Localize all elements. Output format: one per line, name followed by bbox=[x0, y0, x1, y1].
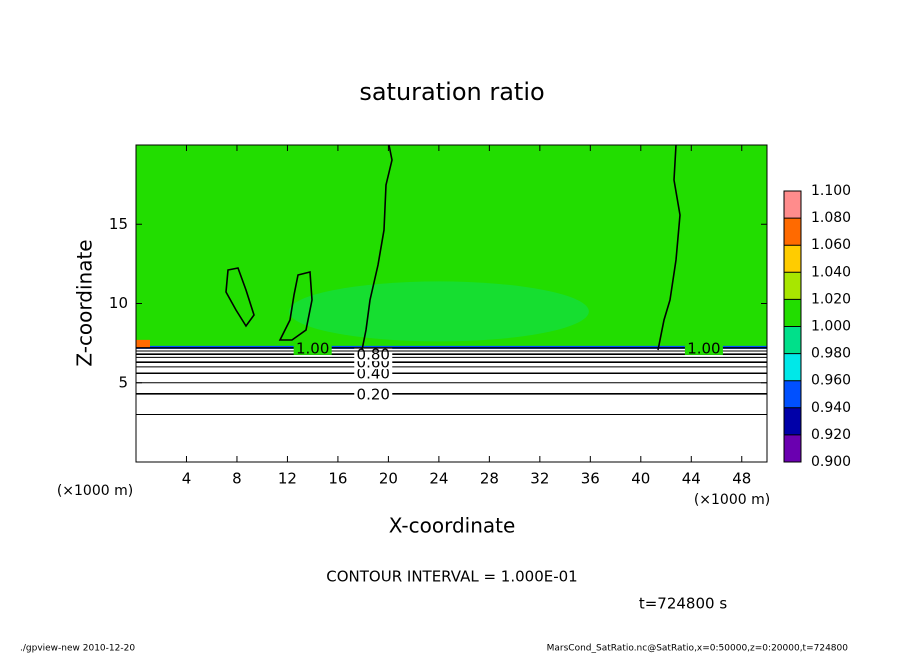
x-tick-label: 8 bbox=[232, 470, 242, 488]
contour-label: 0.20 bbox=[357, 385, 390, 403]
colorbar-label: 1.100 bbox=[811, 183, 851, 199]
colorbar-label: 0.980 bbox=[811, 346, 851, 362]
shaded-region bbox=[136, 339, 150, 348]
colorbar-label: 1.040 bbox=[811, 264, 851, 280]
shaded-region bbox=[288, 281, 589, 342]
colorbar-bin bbox=[784, 299, 801, 327]
x-tick-label: 48 bbox=[732, 470, 751, 488]
contour-label-bg bbox=[354, 366, 393, 381]
colorbar-bin bbox=[784, 380, 801, 408]
contour-interval: CONTOUR INTERVAL = 1.000E-01 bbox=[326, 568, 577, 586]
colorbar-label: 1.080 bbox=[811, 210, 851, 226]
contour-label-bg bbox=[684, 340, 723, 355]
colorbar-bin bbox=[784, 245, 801, 273]
colorbar-bin bbox=[784, 353, 801, 381]
y-axis-label: Z-coordinate bbox=[73, 239, 97, 366]
time-label: t=724800 s bbox=[639, 595, 727, 613]
x-tick-label: 24 bbox=[429, 470, 448, 488]
colorbar-label: 0.940 bbox=[811, 400, 851, 416]
contour-label: 0.80 bbox=[357, 346, 390, 364]
contour-line bbox=[225, 267, 255, 328]
colorbar-label: 0.920 bbox=[811, 427, 851, 443]
contour-label: 0.40 bbox=[357, 365, 390, 383]
colorbar-label: 1.000 bbox=[811, 319, 851, 335]
x-unit: (×1000 m) bbox=[694, 492, 770, 508]
x-tick-label: 16 bbox=[328, 470, 347, 488]
contour-label: 1.00 bbox=[296, 339, 329, 357]
contour-label-bg bbox=[293, 340, 332, 355]
x-tick-label: 28 bbox=[480, 470, 499, 488]
x-tick-label: 20 bbox=[379, 470, 398, 488]
contour-line bbox=[361, 144, 393, 351]
footer-left: ./gpview-new 2010-12-20 bbox=[20, 644, 135, 654]
x-tick-label: 12 bbox=[278, 470, 297, 488]
x-tick-label: 32 bbox=[530, 470, 549, 488]
y-unit: (×1000 m) bbox=[57, 483, 133, 499]
contour-line bbox=[278, 270, 313, 341]
x-tick-label: 36 bbox=[581, 470, 600, 488]
x-axis-label: X-coordinate bbox=[389, 514, 516, 538]
colorbar-label: 0.900 bbox=[811, 454, 851, 470]
colorbar-bin bbox=[784, 407, 801, 435]
y-tick-label: 15 bbox=[109, 215, 128, 233]
contour-label-bg bbox=[354, 386, 393, 401]
contour-label: 1.00 bbox=[687, 339, 720, 357]
colorbar-label: 0.960 bbox=[811, 373, 851, 389]
x-tick-label: 44 bbox=[682, 470, 701, 488]
chart-title: saturation ratio bbox=[359, 78, 544, 106]
x-tick-label: 4 bbox=[182, 470, 192, 488]
colorbar-label: 1.020 bbox=[811, 291, 851, 307]
shaded-region bbox=[136, 145, 767, 348]
contour-line bbox=[657, 144, 681, 351]
colorbar-bin bbox=[784, 434, 801, 462]
colorbar-bin bbox=[784, 191, 801, 219]
footer-right: MarsCond_SatRatio.nc@SatRatio,x=0:50000,… bbox=[547, 644, 849, 654]
colorbar-bin bbox=[784, 218, 801, 246]
y-tick-label: 10 bbox=[109, 294, 128, 312]
colorbar-bin bbox=[784, 272, 801, 300]
x-tick-label: 40 bbox=[631, 470, 650, 488]
colorbar-bin bbox=[784, 326, 801, 354]
y-tick-label: 5 bbox=[118, 373, 128, 391]
colorbar-label: 1.060 bbox=[811, 237, 851, 253]
